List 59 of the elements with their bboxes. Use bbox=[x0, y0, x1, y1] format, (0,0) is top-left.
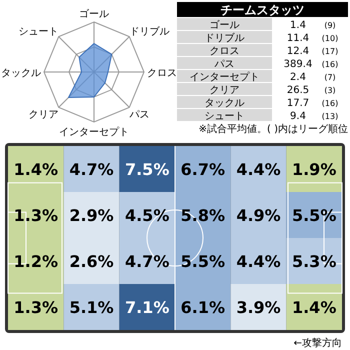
spoke-label: ゴール bbox=[79, 8, 109, 20]
category-label: ゴール bbox=[210, 19, 240, 31]
data-label: (9) bbox=[324, 21, 336, 30]
data-label: 4.7% bbox=[69, 160, 114, 179]
category-label: タックル bbox=[204, 98, 244, 109]
data-label: 3.9% bbox=[236, 298, 281, 317]
data-label: 5.8% bbox=[180, 206, 226, 225]
text: ※試合平均値。( )内はリーグ順位 bbox=[198, 123, 348, 135]
data-label: 7.5% bbox=[124, 160, 170, 179]
spoke-label: シュート bbox=[18, 26, 58, 38]
data-label: (3) bbox=[324, 86, 336, 95]
category-label: インターセプト bbox=[190, 71, 260, 83]
spoke-label: インターセプト bbox=[59, 126, 129, 138]
data-label: 389.4 bbox=[284, 59, 312, 70]
data-label: 2.9% bbox=[69, 206, 114, 225]
data-label: (16) bbox=[322, 99, 338, 108]
data-label: 26.5 bbox=[286, 85, 310, 96]
spoke-label: タックル bbox=[1, 68, 41, 79]
data-label: 9.4 bbox=[290, 111, 306, 122]
data-label: 1.3% bbox=[14, 298, 58, 317]
text: ←攻撃方向 bbox=[294, 337, 342, 349]
spoke-label: ドリブル bbox=[130, 25, 170, 38]
data-label: 17.7 bbox=[286, 98, 310, 109]
spoke-label: クロス bbox=[147, 68, 177, 79]
spoke-label: パス bbox=[128, 110, 150, 121]
data-label: (13) bbox=[322, 112, 338, 121]
data-label: 7.1% bbox=[124, 298, 170, 317]
data-label: 5.3% bbox=[292, 252, 336, 271]
data-label: 5.5% bbox=[292, 206, 336, 225]
data-label: 6.1% bbox=[180, 298, 226, 317]
data-label: (7) bbox=[324, 73, 336, 82]
category-label: シュート bbox=[204, 111, 244, 122]
data-label: 1.4% bbox=[14, 160, 58, 179]
data-label: 5.5% bbox=[180, 252, 226, 271]
data-label: 4.9% bbox=[236, 206, 281, 225]
category-label: パス bbox=[214, 59, 234, 70]
data-label: 4.5% bbox=[124, 206, 170, 225]
data-label: 4.4% bbox=[236, 160, 281, 179]
data-label: 6.7% bbox=[180, 160, 226, 179]
data-label: (17) bbox=[322, 47, 338, 56]
category-label: クロス bbox=[210, 46, 240, 57]
text: チームスタッツ bbox=[220, 3, 304, 17]
data-label: 5.1% bbox=[69, 298, 114, 317]
data-label: 4.4% bbox=[236, 252, 281, 271]
spoke-label: クリア bbox=[28, 110, 58, 121]
category-label: クリア bbox=[210, 85, 240, 96]
data-label: 2.6% bbox=[69, 252, 114, 271]
data-label: 1.3% bbox=[14, 206, 58, 225]
data-label: 1.9% bbox=[292, 160, 336, 179]
data-label: (10) bbox=[322, 34, 338, 43]
data-label: 2.4 bbox=[290, 72, 306, 83]
category-label: ドリブル bbox=[204, 32, 244, 44]
data-label: 1.4% bbox=[292, 298, 336, 317]
data-label: 1.4 bbox=[290, 20, 306, 31]
data-label: 1.2% bbox=[14, 252, 58, 271]
data-label: (16) bbox=[322, 60, 338, 69]
data-label: 4.7% bbox=[124, 252, 170, 271]
data-label: 11.4 bbox=[286, 33, 310, 44]
data-label: 12.4 bbox=[286, 46, 310, 57]
